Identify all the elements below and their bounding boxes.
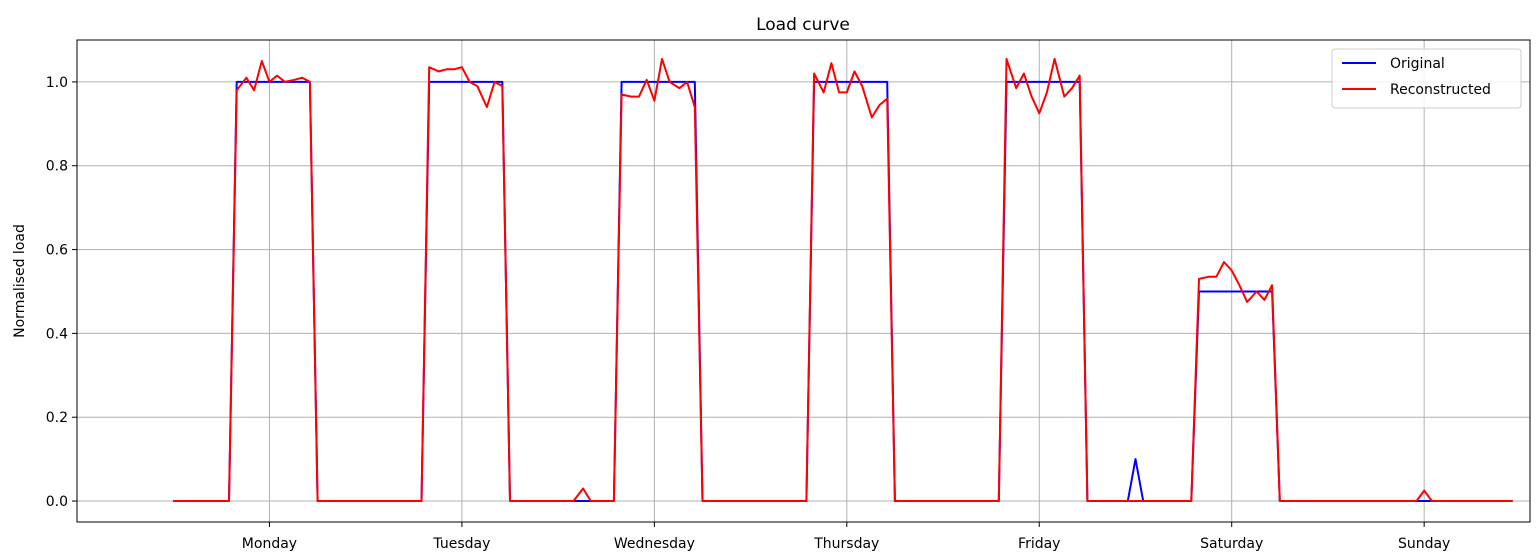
x-tick-label: Thursday — [813, 536, 879, 552]
legend-label-original: Original — [1390, 56, 1445, 72]
y-tick-label: 0.8 — [46, 159, 68, 175]
series-lines — [173, 57, 1513, 502]
y-axis-label: Normalised load — [12, 224, 28, 338]
x-axis: Monday Tuesday Wednesday Thursday Friday Satu… — [242, 522, 1450, 552]
x-tick-label: Friday — [1018, 536, 1060, 552]
legend-label-reconstructed: Reconstructed — [1390, 82, 1491, 98]
y-axis: 0.0 0.2 0.4 0.6 0.8 1.0 — [46, 75, 77, 510]
y-tick-label: 0.0 — [46, 494, 68, 510]
grid-lines — [77, 40, 1530, 522]
x-tick-label: Tuesday — [432, 536, 490, 552]
x-tick-label: Monday — [242, 536, 297, 552]
series-line-original — [173, 80, 1513, 502]
y-tick-label: 0.4 — [46, 326, 68, 342]
chart-title: Load curve — [756, 15, 850, 35]
series-line-reconstructed — [173, 57, 1513, 502]
plot-area — [76, 39, 1531, 523]
x-tick-label: Wednesday — [614, 536, 695, 552]
y-tick-label: 1.0 — [46, 75, 68, 91]
x-tick-label: Sunday — [1398, 536, 1450, 552]
legend: Original Reconstructed — [1331, 48, 1522, 109]
x-tick-label: Saturday — [1200, 536, 1263, 552]
y-tick-label: 0.6 — [46, 243, 68, 259]
y-tick-label: 0.2 — [46, 410, 68, 426]
legend-box — [1331, 48, 1522, 109]
